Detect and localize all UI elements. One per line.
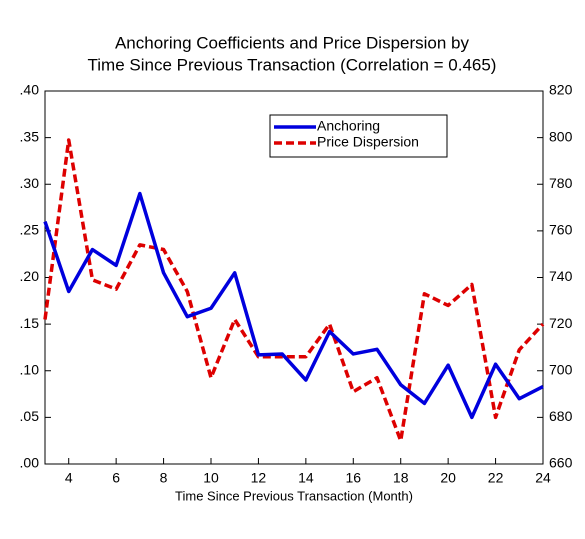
x-tick-label: 12 xyxy=(251,470,267,486)
legend-box xyxy=(269,114,448,158)
chart-title: Time Since Previous Transaction (Correla… xyxy=(88,55,497,74)
y2-tick-label: 680 xyxy=(549,408,573,424)
x-tick-label: 16 xyxy=(345,470,361,486)
x-axis-label: Time Since Previous Transaction (Month) xyxy=(175,488,413,503)
y-tick-label: .40 xyxy=(20,82,40,98)
y2-tick-label: 720 xyxy=(549,315,573,331)
y2-tick-label: 700 xyxy=(549,361,573,377)
y-tick-label: .00 xyxy=(20,455,40,471)
legend-label: Price Dispersion xyxy=(317,134,419,150)
x-tick-label: 22 xyxy=(488,470,504,486)
x-tick-label: 10 xyxy=(203,470,219,486)
y-tick-label: .10 xyxy=(20,361,40,377)
x-tick-label: 4 xyxy=(65,470,73,486)
y-tick-label: .30 xyxy=(20,175,40,191)
chart-title: Anchoring Coefficients and Price Dispers… xyxy=(115,33,470,52)
x-tick-label: 6 xyxy=(112,470,120,486)
y2-tick-label: 820 xyxy=(549,82,573,98)
y2-tick-label: 660 xyxy=(549,455,573,471)
y-tick-label: .25 xyxy=(20,222,40,238)
legend-label: Anchoring xyxy=(317,118,380,134)
series-line xyxy=(43,191,544,420)
y-tick-label: .15 xyxy=(20,315,40,331)
x-tick-label: 20 xyxy=(440,470,456,486)
x-tick-label: 8 xyxy=(160,470,168,486)
x-tick-label: 24 xyxy=(535,470,551,486)
x-tick-label: 14 xyxy=(298,470,314,486)
y2-tick-label: 740 xyxy=(549,268,573,284)
y-tick-label: .35 xyxy=(20,128,40,144)
series-line xyxy=(43,138,545,443)
y-tick-label: .05 xyxy=(20,408,40,424)
y2-tick-label: 760 xyxy=(549,222,573,238)
y-tick-label: .20 xyxy=(20,268,40,284)
x-tick-label: 18 xyxy=(393,470,409,486)
y2-tick-label: 780 xyxy=(549,175,573,191)
y2-tick-label: 800 xyxy=(549,128,573,144)
